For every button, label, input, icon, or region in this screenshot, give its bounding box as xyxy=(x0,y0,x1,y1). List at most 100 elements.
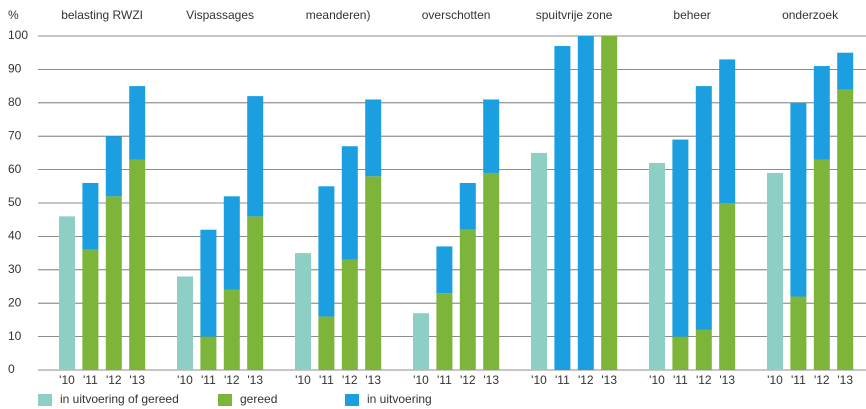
x-tick-label: '13 xyxy=(365,373,381,387)
group-label: onderzoek xyxy=(782,8,839,22)
bar-segment xyxy=(767,172,783,370)
y-tick-label: 60 xyxy=(8,162,22,176)
bar-segment xyxy=(719,203,736,370)
legend-label: in uitvoering of gereed xyxy=(60,392,179,406)
bar-segment xyxy=(837,89,854,370)
bar-segment xyxy=(295,253,311,370)
bar-segment xyxy=(177,276,193,370)
bar-segment xyxy=(59,216,75,370)
bar-segment xyxy=(790,102,807,297)
bar-segment xyxy=(318,316,335,370)
bar-segment xyxy=(672,139,689,337)
legend-swatch xyxy=(218,394,232,406)
bar-segment xyxy=(82,249,99,370)
bar-segment xyxy=(649,162,665,370)
y-tick-label: 30 xyxy=(8,262,22,276)
group-label: spuitvrije zone xyxy=(536,8,613,22)
bar-segment xyxy=(837,52,854,90)
bar-segment xyxy=(223,289,240,370)
bar-segment xyxy=(200,336,217,370)
x-tick-label: '12 xyxy=(814,373,830,387)
x-tick-label: '12 xyxy=(224,373,240,387)
x-tick-label: '10 xyxy=(177,373,193,387)
y-tick-label: 10 xyxy=(8,329,22,343)
bar-segment xyxy=(365,176,382,370)
bar-segment xyxy=(129,159,146,370)
bar-segment xyxy=(483,99,500,173)
x-tick-label: '10 xyxy=(649,373,665,387)
x-tick-label: '13 xyxy=(247,373,263,387)
bar-segment xyxy=(365,99,382,177)
x-tick-label: '12 xyxy=(578,373,594,387)
x-tick-label: '13 xyxy=(719,373,735,387)
x-tick-label: '12 xyxy=(342,373,358,387)
y-axis-label: % xyxy=(8,8,19,22)
group-label: belasting RWZI xyxy=(61,8,143,22)
bar-segment xyxy=(129,86,146,160)
bar-segment xyxy=(813,159,830,370)
group-label: beheer xyxy=(673,8,710,22)
x-tick-label: '12 xyxy=(106,373,122,387)
y-tick-label: 90 xyxy=(8,62,22,76)
bar-segment xyxy=(105,136,122,197)
group-label: Vispassages xyxy=(186,8,254,22)
bar-segment xyxy=(341,146,358,260)
y-tick-label: 100 xyxy=(8,28,28,42)
legend-label: in uitvoering xyxy=(367,392,432,406)
x-tick-label: '11 xyxy=(319,373,334,387)
bar-segment xyxy=(459,182,476,230)
x-tick-label: '10 xyxy=(59,373,75,387)
x-tick-label: '11 xyxy=(673,373,688,387)
bar-segment xyxy=(459,229,476,370)
x-tick-label: '10 xyxy=(413,373,429,387)
bar-segment xyxy=(413,313,429,370)
y-tick-label: 0 xyxy=(8,362,15,376)
x-tick-label: '10 xyxy=(767,373,783,387)
bar-segment xyxy=(318,186,335,317)
y-tick-label: 40 xyxy=(8,229,22,243)
bar-segment xyxy=(719,59,736,203)
bar-segment xyxy=(247,216,264,370)
x-tick-label: '13 xyxy=(483,373,499,387)
y-tick-label: 20 xyxy=(8,295,22,309)
x-tick-label: '11 xyxy=(83,373,98,387)
bar-segment xyxy=(436,293,453,370)
group-label: meanderen) xyxy=(306,8,371,22)
x-tick-label: '10 xyxy=(531,373,547,387)
bar-segment xyxy=(82,182,99,250)
y-tick-label: 50 xyxy=(8,195,22,209)
y-tick-label: 70 xyxy=(8,128,22,142)
bar-segment xyxy=(813,66,830,160)
x-tick-label: '10 xyxy=(295,373,311,387)
legend-label: gereed xyxy=(240,392,277,406)
x-tick-label: '13 xyxy=(601,373,617,387)
bar-segment xyxy=(554,46,571,371)
bar-segment xyxy=(577,36,594,370)
bar-segment xyxy=(695,329,712,370)
y-tick-label: 80 xyxy=(8,95,22,109)
bar-segment xyxy=(223,196,240,290)
bar-segment xyxy=(695,86,712,330)
bar-segment xyxy=(601,36,618,370)
legend-swatch xyxy=(38,394,52,406)
bar-segment xyxy=(790,296,807,370)
x-tick-label: '13 xyxy=(129,373,145,387)
bar-segment xyxy=(200,229,217,337)
x-tick-label: '11 xyxy=(555,373,570,387)
bar-segment xyxy=(247,96,264,217)
bar-segment xyxy=(341,259,358,370)
bar-segment xyxy=(672,336,689,370)
bar-segment xyxy=(531,152,547,370)
group-label: overschotten xyxy=(422,8,491,22)
bar-segment xyxy=(436,246,453,294)
x-tick-label: '11 xyxy=(791,373,806,387)
bar-segment xyxy=(483,172,500,370)
x-tick-label: '12 xyxy=(696,373,712,387)
x-tick-label: '13 xyxy=(837,373,853,387)
x-tick-label: '11 xyxy=(201,373,216,387)
legend-swatch xyxy=(345,394,359,406)
x-tick-label: '12 xyxy=(460,373,476,387)
bar-segment xyxy=(105,196,122,370)
x-tick-label: '11 xyxy=(437,373,452,387)
